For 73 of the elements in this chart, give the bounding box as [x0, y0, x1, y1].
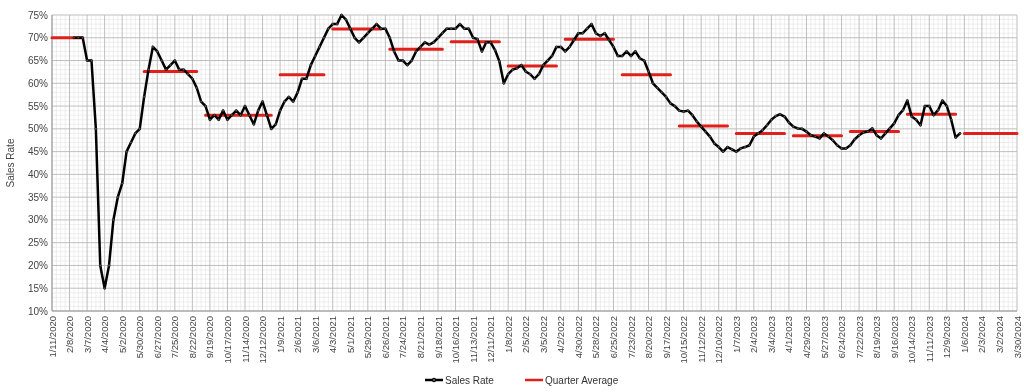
x-tick-label: 1/7/2023	[730, 316, 742, 353]
x-tick-label: 5/30/2020	[134, 316, 146, 359]
x-tick-label: 4/4/2020	[99, 316, 111, 353]
x-tick-label: 8/22/2020	[186, 316, 198, 359]
x-tick-label: 1/6/2024	[958, 316, 970, 353]
y-tick-label: 50%	[27, 123, 49, 135]
x-tick-label: 2/4/2023	[748, 316, 760, 353]
x-tick-label: 10/16/2021	[450, 316, 462, 364]
x-tick-label: 12/10/2022	[713, 316, 725, 364]
x-tick-label: 6/25/2022	[607, 316, 619, 359]
x-tick-label: 4/29/2023	[800, 316, 812, 359]
x-tick-label: 9/18/2021	[432, 316, 444, 359]
y-tick-label: 15%	[27, 282, 49, 294]
x-tick-label: 4/3/2021	[327, 316, 339, 353]
y-tick-label: 30%	[27, 214, 49, 226]
y-tick-label: 60%	[27, 77, 49, 89]
x-tick-label: 2/6/2021	[292, 316, 304, 353]
x-tick-label: 6/26/2021	[379, 316, 391, 359]
x-tick-label: 2/8/2020	[64, 316, 76, 353]
y-tick-label: 20%	[27, 259, 49, 271]
x-tick-label: 7/25/2020	[169, 316, 181, 359]
y-tick-label: 55%	[27, 100, 49, 112]
y-tick-label: 35%	[27, 191, 49, 203]
x-tick-label: 11/11/2023	[923, 316, 935, 363]
legend-label: Sales Rate	[445, 374, 495, 386]
x-tick-label: 4/30/2022	[572, 316, 584, 359]
x-tick-label: 3/30/2024	[1011, 316, 1023, 359]
x-tick-label: 10/15/2022	[678, 316, 690, 364]
x-tick-label: 11/14/2020	[239, 316, 251, 363]
x-tick-label: 5/28/2022	[590, 316, 602, 359]
x-tick-label: 6/24/2023	[836, 316, 848, 359]
x-tick-label: 3/4/2023	[765, 316, 777, 353]
x-tick-label: 9/17/2022	[660, 316, 672, 359]
x-tick-label: 5/29/2021	[362, 316, 374, 359]
x-tick-label: 3/5/2022	[537, 316, 549, 353]
y-axis-title: Sales Rate	[5, 138, 16, 188]
x-tick-label: 6/27/2020	[151, 316, 163, 359]
y-tick-label: 70%	[27, 32, 49, 44]
x-tick-label: 3/6/2021	[309, 316, 321, 353]
x-tick-label: 5/2/2020	[116, 316, 128, 353]
y-tick-label: 65%	[27, 55, 49, 67]
x-tick-label: 11/12/2022	[695, 316, 707, 363]
x-tick-label: 1/11/2020	[46, 316, 58, 358]
x-tick-label: 2/5/2022	[520, 316, 532, 353]
x-tick-label: 5/27/2023	[818, 316, 830, 359]
y-tick-label: 75%	[27, 9, 49, 21]
x-tick-label: 9/19/2020	[204, 316, 216, 359]
x-tick-label: 3/7/2020	[81, 316, 93, 353]
x-tick-label: 10/14/2023	[906, 316, 918, 364]
x-tick-label: 2/3/2024	[976, 316, 988, 353]
x-tick-label: 12/11/2021	[485, 316, 497, 363]
x-tick-label: 4/1/2023	[783, 316, 795, 353]
x-tick-label: 9/16/2023	[888, 316, 900, 359]
x-tick-label: 11/13/2021	[467, 316, 479, 363]
x-tick-label: 10/17/2020	[221, 316, 233, 364]
y-tick-label: 25%	[27, 237, 49, 249]
x-tick-label: 3/2/2024	[993, 316, 1005, 353]
x-tick-label: 7/22/2023	[853, 316, 865, 359]
x-tick-label: 8/21/2021	[414, 316, 426, 359]
x-tick-label: 12/12/2020	[257, 316, 269, 364]
x-tick-label: 8/19/2023	[871, 316, 883, 359]
x-tick-label: 5/1/2021	[344, 316, 356, 353]
x-tick-label: 1/8/2022	[502, 316, 514, 353]
x-tick-label: 8/20/2022	[643, 316, 655, 359]
x-tick-label: 1/9/2021	[274, 316, 286, 353]
y-tick-label: 10%	[27, 305, 49, 317]
x-tick-label: 7/23/2022	[625, 316, 637, 359]
x-tick-label: 4/2/2022	[555, 316, 567, 353]
x-tick-label: 12/9/2023	[941, 316, 953, 359]
y-tick-label: 45%	[27, 146, 49, 158]
legend-label: Quarter Average	[545, 374, 619, 386]
x-tick-label: 7/24/2021	[397, 316, 409, 359]
y-tick-label: 40%	[27, 168, 49, 180]
